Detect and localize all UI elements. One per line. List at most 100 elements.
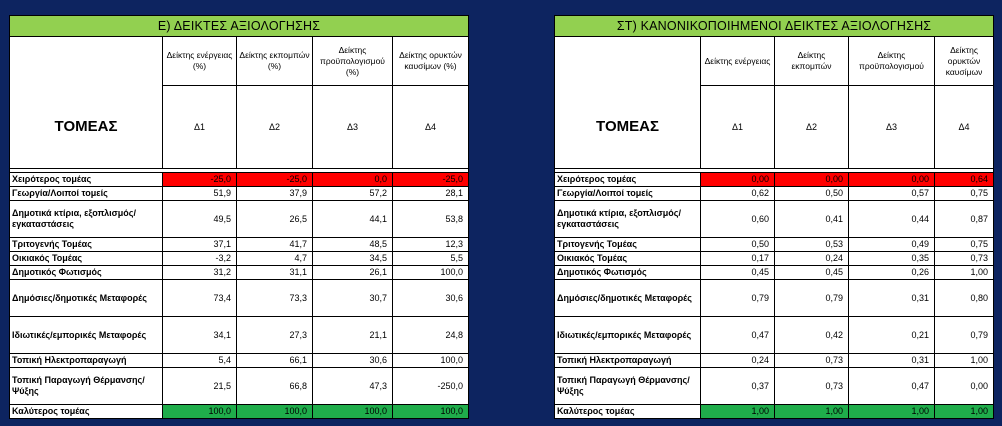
column-code: Δ2 bbox=[236, 85, 313, 169]
column-header: Δείκτης εκπομπών (%) bbox=[236, 36, 313, 86]
value-cell: 0,24 bbox=[774, 251, 849, 266]
value-cell: 5,5 bbox=[391, 251, 470, 266]
value-cell: 73,3 bbox=[236, 279, 313, 317]
value-cell: 1,00 bbox=[700, 404, 775, 419]
table-row: Ιδιωτικές/εμπορικές Μεταφορές 0,47 0,42 0,2… bbox=[554, 316, 995, 354]
value-cell: 4,7 bbox=[236, 251, 313, 266]
sector-label: Καλύτερος τομέας bbox=[554, 404, 701, 419]
table-row: Δημοτικός Φωτισμός 0,45 0,45 0,26 1,00 bbox=[554, 265, 995, 280]
table-row: Τοπική Παραγωγή Θέρμανσης/Ψύξης 21,5 66,8 4… bbox=[9, 367, 470, 405]
sector-label: Οικιακός Τομέας bbox=[554, 251, 701, 266]
sector-label: Οικιακός Τομέας bbox=[9, 251, 163, 266]
value-cell: 37,9 bbox=[236, 186, 313, 201]
sector-header: ΤΟΜΕΑΣ bbox=[9, 85, 163, 169]
table-row: Τοπική Ηλεκτροπαραγωγή 5,4 66,1 30,6 100,0 bbox=[9, 353, 470, 368]
value-cell: 0,80 bbox=[933, 279, 995, 317]
sector-label: Δημοτικός Φωτισμός bbox=[554, 265, 701, 280]
table-row: Δημόσιες/δημοτικές Μεταφορές 0,79 0,79 0,31… bbox=[554, 279, 995, 317]
value-cell: 1,00 bbox=[933, 353, 995, 368]
value-cell: 0,26 bbox=[848, 265, 935, 280]
value-cell: 0,45 bbox=[700, 265, 775, 280]
value-cell: -25,0 bbox=[236, 172, 313, 187]
table-body: Χειρότερος τομέας 0,00 0,00 0,00 0,64 Γεωργία… bbox=[554, 172, 995, 419]
value-cell: 47,3 bbox=[312, 367, 393, 405]
sector-label: Τοπική Παραγωγή Θέρμανσης/Ψύξης bbox=[554, 367, 701, 405]
value-cell: 0,37 bbox=[700, 367, 775, 405]
value-cell: 100,0 bbox=[162, 404, 237, 419]
value-cell: 0,50 bbox=[700, 237, 775, 252]
header-blank bbox=[554, 36, 701, 86]
value-cell: 0,31 bbox=[848, 353, 935, 368]
column-header: Δείκτης προϋπολογισμού (%) bbox=[312, 36, 393, 86]
column-header: Δείκτης ορυκτών καυσίμων (%) bbox=[391, 36, 470, 86]
value-cell: 0,45 bbox=[774, 265, 849, 280]
value-cell: 100,0 bbox=[391, 404, 470, 419]
sector-label: Τοπική Παραγωγή Θέρμανσης/Ψύξης bbox=[9, 367, 163, 405]
table-row: Δημοτικά κτίρια, εξοπλισμός/εγκαταστάσει… bbox=[9, 200, 470, 238]
value-cell: 30,6 bbox=[312, 353, 393, 368]
table-row: Τριτογενής Τομέας 37,1 41,7 48,5 12,3 bbox=[9, 237, 470, 252]
sector-label: Δημόσιες/δημοτικές Μεταφορές bbox=[554, 279, 701, 317]
column-code: Δ1 bbox=[700, 85, 775, 169]
sector-label: Χειρότερος τομέας bbox=[554, 172, 701, 187]
sector-label: Τοπική Ηλεκτροπαραγωγή bbox=[554, 353, 701, 368]
value-cell: 0,49 bbox=[848, 237, 935, 252]
table-row: Τριτογενής Τομέας 0,50 0,53 0,49 0,75 bbox=[554, 237, 995, 252]
column-code: Δ1 bbox=[162, 85, 237, 169]
sector-label: Δημοτικά κτίρια, εξοπλισμός/εγκαταστάσει… bbox=[554, 200, 701, 238]
value-cell: -25,0 bbox=[391, 172, 470, 187]
value-cell: 21,1 bbox=[312, 316, 393, 354]
table-row: Καλύτερος τομέας 1,00 1,00 1,00 1,00 bbox=[554, 404, 995, 419]
value-cell: 26,1 bbox=[312, 265, 393, 280]
value-cell: 27,3 bbox=[236, 316, 313, 354]
sector-label: Καλύτερος τομέας bbox=[9, 404, 163, 419]
table-row: Τοπική Παραγωγή Θέρμανσης/Ψύξης 0,37 0,73 0… bbox=[554, 367, 995, 405]
value-cell: -3,2 bbox=[162, 251, 237, 266]
value-cell: 30,6 bbox=[391, 279, 470, 317]
sector-label: Γεωργία/Λοιποί τομείς bbox=[554, 186, 701, 201]
value-cell: 100,0 bbox=[391, 265, 470, 280]
table-row: Χειρότερος τομέας 0,00 0,00 0,00 0,64 bbox=[554, 172, 995, 187]
value-cell: 0,0 bbox=[312, 172, 393, 187]
value-cell: 12,3 bbox=[391, 237, 470, 252]
value-cell: -25,0 bbox=[162, 172, 237, 187]
column-header: Δείκτης ορυκτών καυσίμων bbox=[933, 36, 995, 86]
value-cell: 100,0 bbox=[236, 404, 313, 419]
value-cell: 0,73 bbox=[774, 367, 849, 405]
value-cell: 41,7 bbox=[236, 237, 313, 252]
value-cell: 0,75 bbox=[933, 237, 995, 252]
value-cell: 5,4 bbox=[162, 353, 237, 368]
value-cell: 48,5 bbox=[312, 237, 393, 252]
value-cell: -250,0 bbox=[391, 367, 470, 405]
value-cell: 0,44 bbox=[848, 200, 935, 238]
value-cell: 0,00 bbox=[700, 172, 775, 187]
column-code: Δ2 bbox=[774, 85, 849, 169]
value-cell: 21,5 bbox=[162, 367, 237, 405]
normalized-indicators-table: ΣΤ) ΚΑΝΟΝΙΚΟΠΟΙΗΜΕΝΟΙ ΔΕΙΚΤΕΣ ΑΞΙΟΛΟΓΗΣΗ… bbox=[553, 15, 995, 419]
value-cell: 44,1 bbox=[312, 200, 393, 238]
value-cell: 31,1 bbox=[236, 265, 313, 280]
evaluation-indicators-table: Ε) ΔΕΙΚΤΕΣ ΑΞΙΟΛΟΓΗΣΗΣ Δείκτης ενέργειας… bbox=[8, 15, 470, 419]
value-cell: 0,41 bbox=[774, 200, 849, 238]
sector-header: ΤΟΜΕΑΣ bbox=[554, 85, 701, 169]
value-cell: 0,31 bbox=[848, 279, 935, 317]
value-cell: 51,9 bbox=[162, 186, 237, 201]
sector-label: Δημοτικός Φωτισμός bbox=[9, 265, 163, 280]
table-row: Οικιακός Τομέας 0,17 0,24 0,35 0,73 bbox=[554, 251, 995, 266]
table-row: Οικιακός Τομέας -3,2 4,7 34,5 5,5 bbox=[9, 251, 470, 266]
value-cell: 0,62 bbox=[700, 186, 775, 201]
value-cell: 0,73 bbox=[933, 251, 995, 266]
table-row: Δημοτικά κτίρια, εξοπλισμός/εγκαταστάσει… bbox=[554, 200, 995, 238]
value-cell: 1,00 bbox=[848, 404, 935, 419]
table-title: ΣΤ) ΚΑΝΟΝΙΚΟΠΟΙΗΜΕΝΟΙ ΔΕΙΚΤΕΣ ΑΞΙΟΛΟΓΗΣΗ… bbox=[553, 15, 995, 37]
value-cell: 1,00 bbox=[774, 404, 849, 419]
sector-label: Τριτογενής Τομέας bbox=[9, 237, 163, 252]
table-row: Γεωργία/Λοιποί τομείς 51,9 37,9 57,2 28,1 bbox=[9, 186, 470, 201]
table-row: Καλύτερος τομέας 100,0 100,0 100,0 100,0 bbox=[9, 404, 470, 419]
table-row: Χειρότερος τομέας -25,0 -25,0 0,0 -25,0 bbox=[9, 172, 470, 187]
value-cell: 0,79 bbox=[933, 316, 995, 354]
table-row: Γεωργία/Λοιποί τομείς 0,62 0,50 0,57 0,75 bbox=[554, 186, 995, 201]
column-header: Δείκτης ενέργειας bbox=[700, 36, 775, 86]
value-cell: 0,75 bbox=[933, 186, 995, 201]
value-cell: 49,5 bbox=[162, 200, 237, 238]
